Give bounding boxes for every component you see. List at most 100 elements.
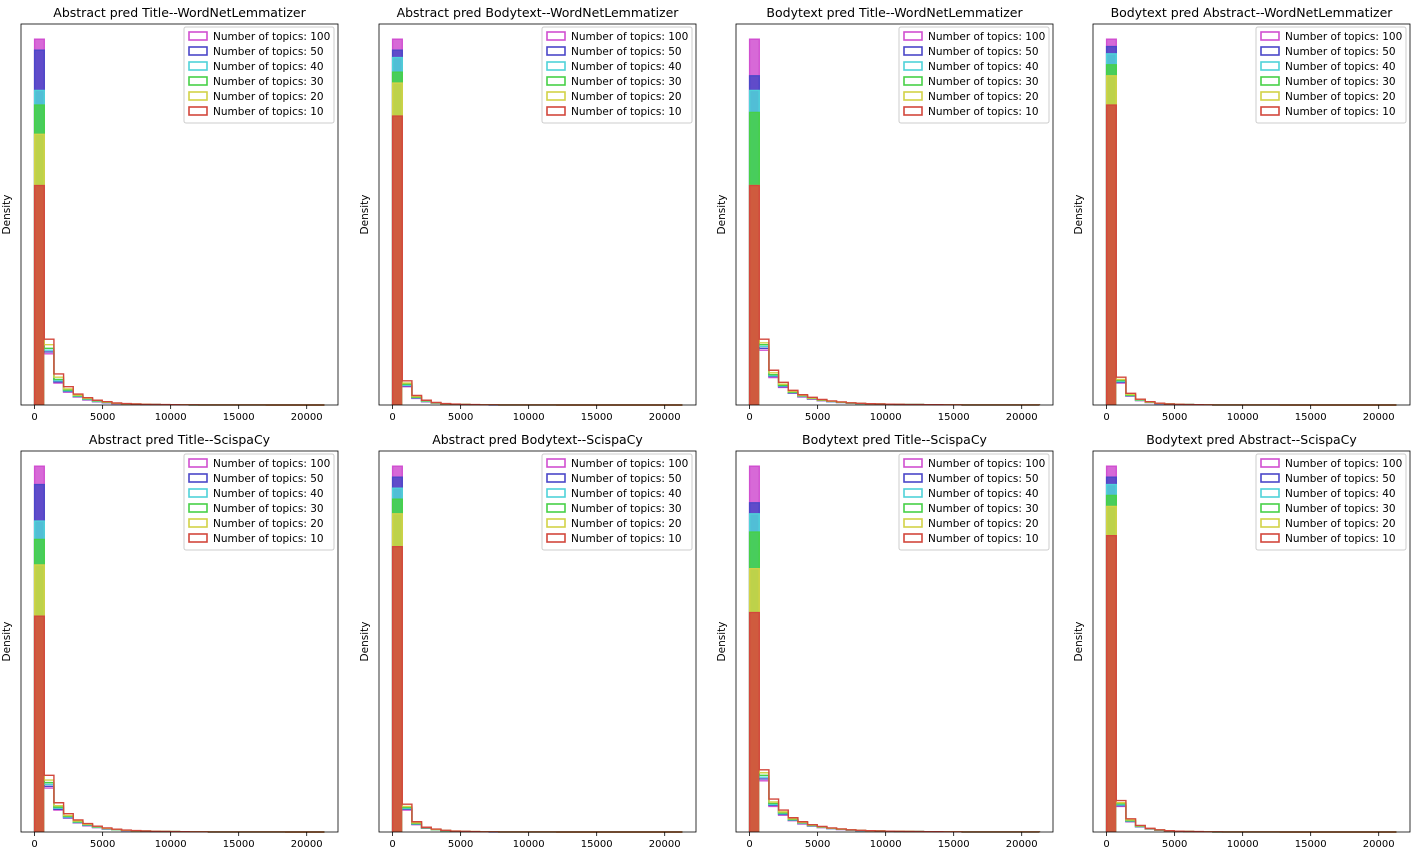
histogram-step (748, 184, 1041, 406)
legend-swatch (546, 503, 566, 513)
histogram-panel-1: Abstract pred Title--WordNetLemmatizer De… (1, 5, 339, 423)
histogram-step (33, 104, 325, 406)
legend-swatch (903, 488, 923, 498)
series-10-topics (748, 184, 1041, 406)
legend-swatch (1260, 533, 1280, 543)
histogram-step (748, 89, 1041, 406)
x-tick-label: 20000 (649, 839, 681, 850)
axes-frame (378, 450, 697, 833)
histogram-step (33, 133, 325, 406)
histogram-step (748, 75, 1041, 406)
legend-label: Number of topics: 40 (213, 61, 324, 73)
legend-label: Number of topics: 100 (571, 31, 688, 43)
x-tick-label: 10000 (870, 839, 902, 850)
panel-title: Bodytext pred Title--ScispaCy (802, 432, 988, 447)
series-20-topics (391, 513, 683, 833)
legend-swatch (546, 488, 566, 498)
legend-swatch (188, 31, 208, 41)
panel-title: Abstract pred Title--WordNetLemmatizer (53, 5, 306, 20)
legend-swatch (188, 76, 208, 86)
legend-label: Number of topics: 100 (1285, 458, 1402, 470)
series-20-topics (1105, 75, 1397, 406)
series-30-topics (748, 531, 1041, 833)
series-40-topics (748, 513, 1041, 833)
x-tick-label: 0 (1103, 412, 1109, 423)
legend-swatch (188, 518, 208, 528)
histogram-bar (749, 185, 760, 405)
histogram-panel-2: Abstract pred Bodytext--WordNetLemmatize… (359, 5, 697, 423)
x-tick-label: 10000 (155, 412, 187, 423)
x-tick-label: 5000 (805, 412, 830, 423)
panel-title: Bodytext pred Title--WordNetLemmatizer (766, 5, 1023, 20)
x-tick-label: 5000 (448, 412, 473, 423)
histogram-step (33, 615, 325, 833)
x-tick-label: 15000 (581, 412, 613, 423)
histogram-step (748, 567, 1041, 833)
x-tick-label: 10000 (870, 412, 902, 423)
histogram-panel-3: Bodytext pred Title--WordNetLemmatizer De… (716, 5, 1054, 423)
legend-label: Number of topics: 50 (571, 473, 682, 485)
x-tick-label: 15000 (581, 839, 613, 850)
histogram-step (391, 115, 683, 406)
legend-label: Number of topics: 100 (571, 458, 688, 470)
x-tick-label: 20000 (649, 412, 681, 423)
histogram-step (748, 184, 1041, 406)
histogram-panel-5: Abstract pred Title--ScispaCy Density 0 500… (1, 432, 339, 850)
x-tick-label: 5000 (90, 839, 115, 850)
legend-label: Number of topics: 50 (571, 46, 682, 58)
legend-label: Number of topics: 50 (928, 473, 1039, 485)
legend-label: Number of topics: 40 (928, 488, 1039, 500)
legend-swatch (546, 518, 566, 528)
legend-label: Number of topics: 40 (213, 488, 324, 500)
series-40-topics (33, 89, 325, 406)
histogram-step (33, 520, 325, 833)
legend-label: Number of topics: 10 (928, 106, 1039, 118)
legend-swatch (903, 91, 923, 101)
histogram-bar (1106, 105, 1117, 406)
legend-swatch (903, 503, 923, 513)
legend-swatch (1260, 106, 1280, 116)
legend-swatch (903, 61, 923, 71)
legend-swatch (903, 31, 923, 41)
axes-frame (20, 23, 339, 406)
legend-label: Number of topics: 30 (1285, 76, 1396, 88)
y-axis-label: Density (1073, 622, 1085, 662)
legend-label: Number of topics: 20 (928, 91, 1039, 103)
y-axis-label: Density (716, 622, 728, 662)
legend-label: Number of topics: 20 (213, 91, 324, 103)
y-axis-label: Density (359, 195, 371, 235)
x-tick-label: 20000 (1363, 412, 1395, 423)
x-tick-label: 20000 (291, 412, 323, 423)
legend-swatch (1260, 488, 1280, 498)
legend-swatch (1260, 503, 1280, 513)
axes-frame (1092, 23, 1411, 406)
histogram-step (748, 502, 1041, 833)
legend-label: Number of topics: 10 (1285, 533, 1396, 545)
legend-swatch (1260, 31, 1280, 41)
histogram-panel-4: Bodytext pred Abstract--WordNetLemmatize… (1073, 5, 1411, 423)
histogram-step (748, 531, 1041, 833)
legend-label: Number of topics: 20 (213, 518, 324, 530)
legend-swatch (546, 91, 566, 101)
legend-swatch (903, 46, 923, 56)
x-tick-label: 10000 (1227, 412, 1259, 423)
series-10-topics (1105, 535, 1397, 833)
legend-label: Number of topics: 10 (213, 533, 324, 545)
legend-label: Number of topics: 30 (1285, 503, 1396, 515)
x-tick-label: 20000 (1006, 839, 1038, 850)
legend-label: Number of topics: 50 (213, 46, 324, 58)
x-tick-label: 5000 (90, 412, 115, 423)
legend-swatch (188, 533, 208, 543)
histogram-step (33, 184, 325, 406)
series-30-topics (748, 111, 1041, 406)
y-axis-label: Density (359, 622, 371, 662)
legend-swatch (903, 533, 923, 543)
histogram-bar (34, 185, 45, 405)
legend-label: Number of topics: 30 (928, 503, 1039, 515)
histogram-step (748, 111, 1041, 406)
histogram-step (1105, 535, 1397, 833)
series-50-topics (748, 502, 1041, 833)
panel-title: Bodytext pred Abstract--ScispaCy (1146, 432, 1357, 447)
legend-swatch (1260, 518, 1280, 528)
x-tick-label: 15000 (1295, 412, 1327, 423)
